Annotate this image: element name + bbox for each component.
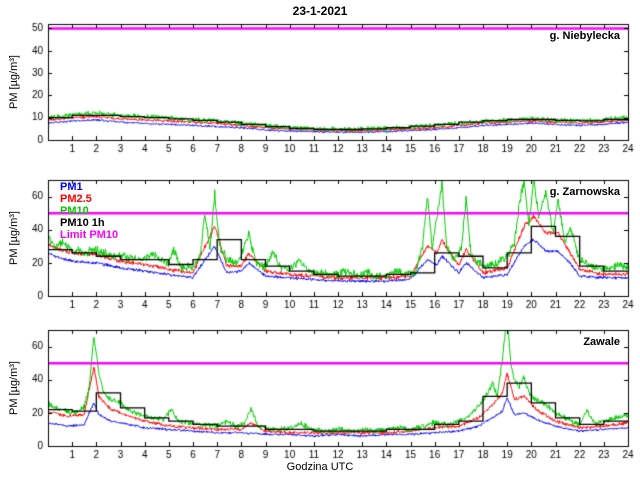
legend-item: PM10 [60,205,89,217]
station-label-zawale: Zawale [583,336,620,348]
y-axis-label-plot3: PM [µg/m³] [8,361,20,416]
station-label-niebylecka: g. Niebylecka [549,30,620,42]
legend-item: PM2.5 [60,193,92,205]
legend-item: PM10 1h [60,217,105,229]
legend-item: Limit PM10 [60,229,119,241]
y-axis-label-plot1: PM [µg/m³] [8,55,20,110]
y-axis-label-plot2: PM [µg/m³] [8,211,20,266]
station-label-zarnowska: g. Zarnowska [549,186,620,198]
legend-item: PM1 [60,181,83,193]
figure-title: 23-1-2021 [292,4,348,18]
x-axis-label: Godzina UTC [286,461,354,473]
legend: PM1 PM2.5 PM10 PM10 1h Limit PM10 [60,181,118,241]
